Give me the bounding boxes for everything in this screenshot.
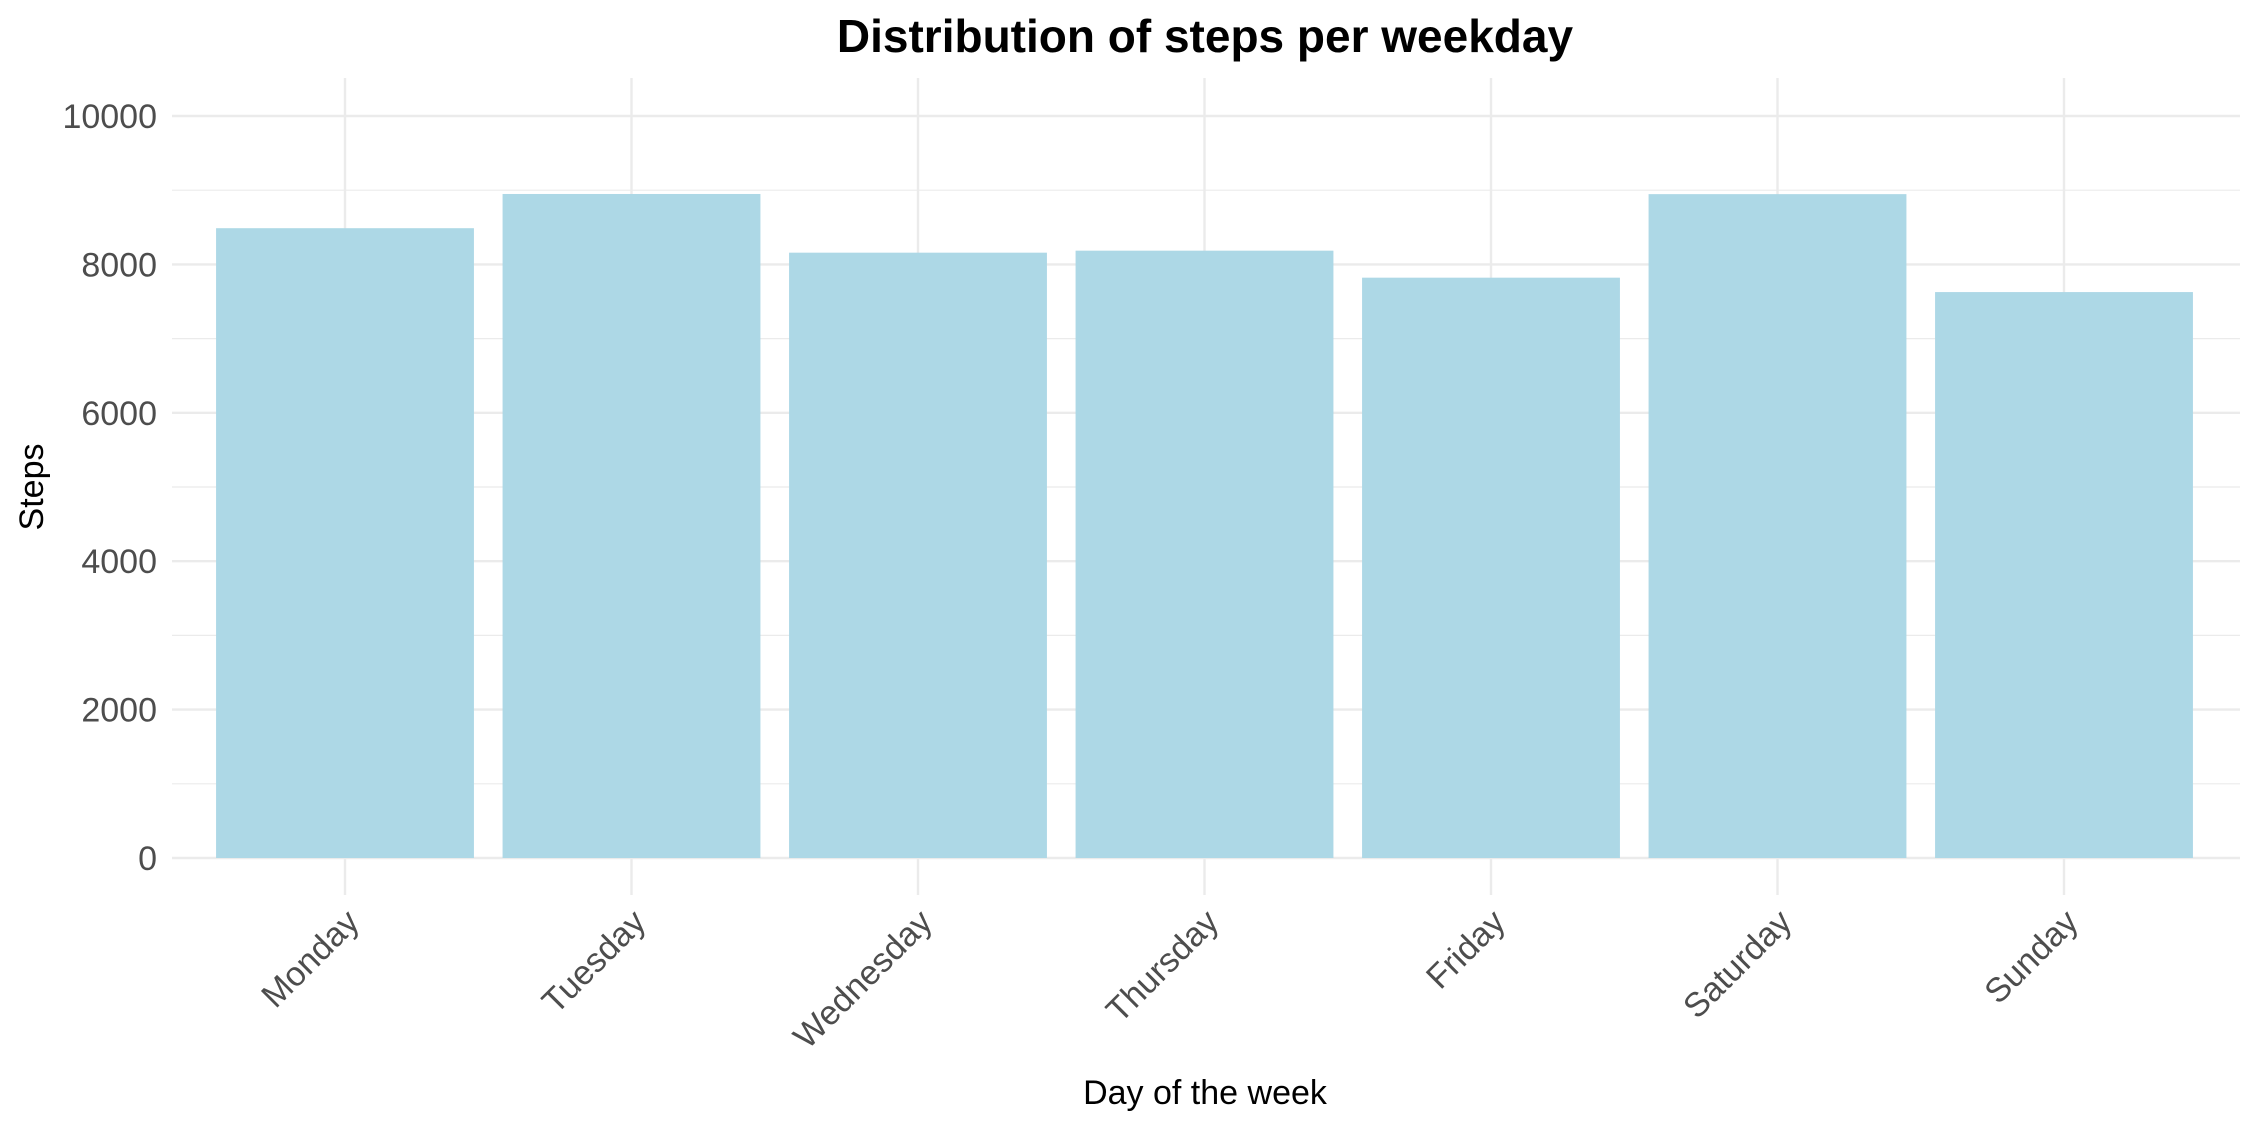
- x-tick-label: Saturday: [1676, 903, 1799, 1026]
- x-axis-tick-labels: Monday Tuesday Wednesday Thursday Friday Satu…: [254, 903, 2085, 1056]
- bar-sunday: [1935, 292, 2193, 858]
- x-tick-label: Tuesday: [535, 903, 653, 1021]
- y-tick-label: 10000: [62, 98, 157, 136]
- x-axis-title: Day of the week: [1083, 1074, 1328, 1112]
- y-axis-title: Steps: [13, 444, 51, 531]
- y-tick-label: 4000: [81, 543, 157, 581]
- y-tick-label: 0: [138, 840, 157, 878]
- x-tick-label: Sunday: [1977, 903, 2085, 1011]
- bar-wednesday: [789, 252, 1047, 859]
- x-tick-label: Wednesday: [786, 903, 939, 1056]
- bar-tuesday: [502, 193, 761, 859]
- bars: [216, 193, 2193, 859]
- x-tick-label: Thursday: [1099, 903, 1226, 1030]
- x-tick-label: Monday: [254, 903, 366, 1015]
- y-tick-label: 2000: [81, 692, 157, 730]
- y-tick-label: 6000: [81, 395, 157, 433]
- y-axis-tick-labels: 0 2000 4000 6000 8000 10000: [62, 98, 157, 878]
- chart-title: Distribution of steps per weekday: [837, 10, 1574, 62]
- bar-thursday: [1075, 250, 1334, 859]
- bar-saturday: [1648, 194, 1907, 859]
- y-tick-label: 8000: [81, 246, 157, 284]
- x-tick-label: Friday: [1419, 903, 1513, 997]
- bar-monday: [216, 228, 474, 858]
- bar-friday: [1362, 277, 1620, 859]
